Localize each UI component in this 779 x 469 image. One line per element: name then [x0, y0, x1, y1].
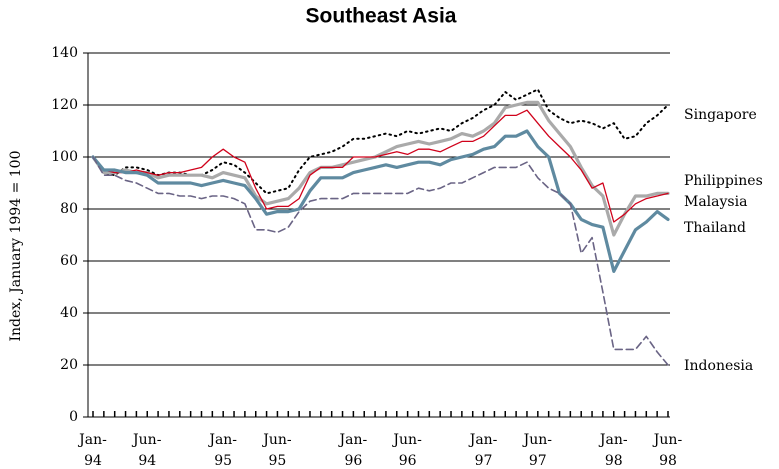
series-label: Philippines: [684, 173, 763, 189]
x-tick-label-part: 96: [344, 453, 362, 469]
y-tick-label: 40: [60, 305, 78, 321]
x-tick-label-part: Jun-: [391, 432, 422, 448]
x-tick-label-part: 98: [659, 453, 677, 469]
series-line: [92, 109, 669, 223]
x-tick-label-part: 97: [475, 453, 493, 469]
x-tick-label: Jun- 97: [522, 432, 553, 469]
y-tick-label: 100: [51, 149, 78, 165]
series-line: [92, 156, 669, 366]
series-label: Thailand: [684, 220, 746, 236]
y-tick-label: 140: [51, 45, 78, 61]
series-line: [91, 100, 670, 237]
series-label: Singapore: [684, 107, 757, 123]
x-tick-label: Jan- 94: [77, 432, 107, 469]
y-tick-label: 20: [60, 357, 78, 373]
y-tick-label: 120: [51, 97, 78, 113]
x-tick-label-part: Jan-: [77, 432, 107, 448]
x-tick-label: Jan- 97: [468, 432, 498, 469]
x-tick-label: Jan- 96: [338, 432, 368, 469]
x-tick-label-part: 98: [605, 453, 623, 469]
x-tick-label: Jun- 98: [652, 432, 683, 469]
x-tick-label-part: Jun-: [652, 432, 683, 448]
x-tick-label-part: Jan-: [598, 432, 628, 448]
series-label: Malaysia: [684, 194, 747, 210]
x-tick-label-part: 97: [529, 453, 547, 469]
y-tick-label: 80: [60, 201, 78, 217]
x-tick-label-part: Jan-: [207, 432, 237, 448]
x-tick-label-part: 94: [138, 453, 156, 469]
x-tick-label-part: Jan-: [338, 432, 368, 448]
chart-title: Southeast Asia: [306, 5, 457, 28]
series-label: Indonesia: [684, 358, 753, 374]
x-tick-label: Jun- 95: [261, 432, 292, 469]
x-tick-label-part: Jun-: [261, 432, 292, 448]
y-axis-label: Index, January 1994 = 100: [8, 151, 24, 342]
x-tick-label: Jan- 98: [598, 432, 628, 469]
series-line: [91, 129, 670, 273]
x-tick-label-part: Jan-: [468, 432, 498, 448]
x-tick-label-part: 95: [214, 453, 232, 469]
x-tick-label: Jan- 95: [207, 432, 237, 469]
x-tick-label-part: 95: [269, 453, 287, 469]
y-tick-label: 0: [69, 409, 78, 425]
x-tick-label-part: Jun-: [131, 432, 162, 448]
x-tick-label: Jun- 94: [131, 432, 162, 469]
x-tick-label-part: Jun-: [522, 432, 553, 448]
x-tick-label-part: 96: [399, 453, 417, 469]
y-tick-label: 60: [60, 253, 78, 269]
x-tick-label: Jun- 96: [391, 432, 422, 469]
series-line: [92, 88, 669, 195]
x-tick-label-part: 94: [84, 453, 102, 469]
